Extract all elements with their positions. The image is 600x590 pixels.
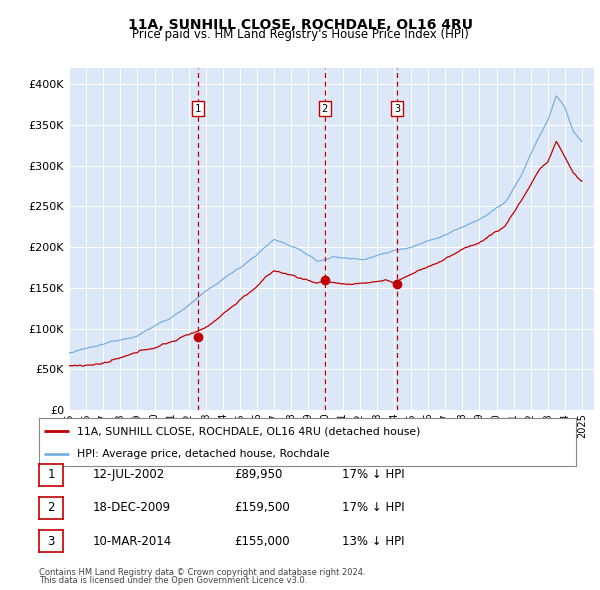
Text: 13% ↓ HPI: 13% ↓ HPI bbox=[342, 535, 404, 548]
Text: 18-DEC-2009: 18-DEC-2009 bbox=[93, 502, 171, 514]
Text: 2: 2 bbox=[47, 502, 55, 514]
Text: This data is licensed under the Open Government Licence v3.0.: This data is licensed under the Open Gov… bbox=[39, 576, 307, 585]
Text: 1: 1 bbox=[195, 104, 201, 114]
Text: 10-MAR-2014: 10-MAR-2014 bbox=[93, 535, 172, 548]
Text: 3: 3 bbox=[394, 104, 400, 114]
Text: 17% ↓ HPI: 17% ↓ HPI bbox=[342, 502, 404, 514]
Text: Contains HM Land Registry data © Crown copyright and database right 2024.: Contains HM Land Registry data © Crown c… bbox=[39, 568, 365, 577]
Text: Price paid vs. HM Land Registry's House Price Index (HPI): Price paid vs. HM Land Registry's House … bbox=[131, 28, 469, 41]
Text: 12-JUL-2002: 12-JUL-2002 bbox=[93, 468, 165, 481]
Text: £89,950: £89,950 bbox=[234, 468, 283, 481]
Text: 11A, SUNHILL CLOSE, ROCHDALE, OL16 4RU: 11A, SUNHILL CLOSE, ROCHDALE, OL16 4RU bbox=[128, 18, 473, 32]
Text: 2: 2 bbox=[322, 104, 328, 114]
Text: 11A, SUNHILL CLOSE, ROCHDALE, OL16 4RU (detached house): 11A, SUNHILL CLOSE, ROCHDALE, OL16 4RU (… bbox=[77, 426, 420, 436]
Text: HPI: Average price, detached house, Rochdale: HPI: Average price, detached house, Roch… bbox=[77, 449, 329, 459]
Text: 3: 3 bbox=[47, 535, 55, 548]
Text: £155,000: £155,000 bbox=[234, 535, 290, 548]
Text: 17% ↓ HPI: 17% ↓ HPI bbox=[342, 468, 404, 481]
Text: 1: 1 bbox=[47, 468, 55, 481]
Text: £159,500: £159,500 bbox=[234, 502, 290, 514]
